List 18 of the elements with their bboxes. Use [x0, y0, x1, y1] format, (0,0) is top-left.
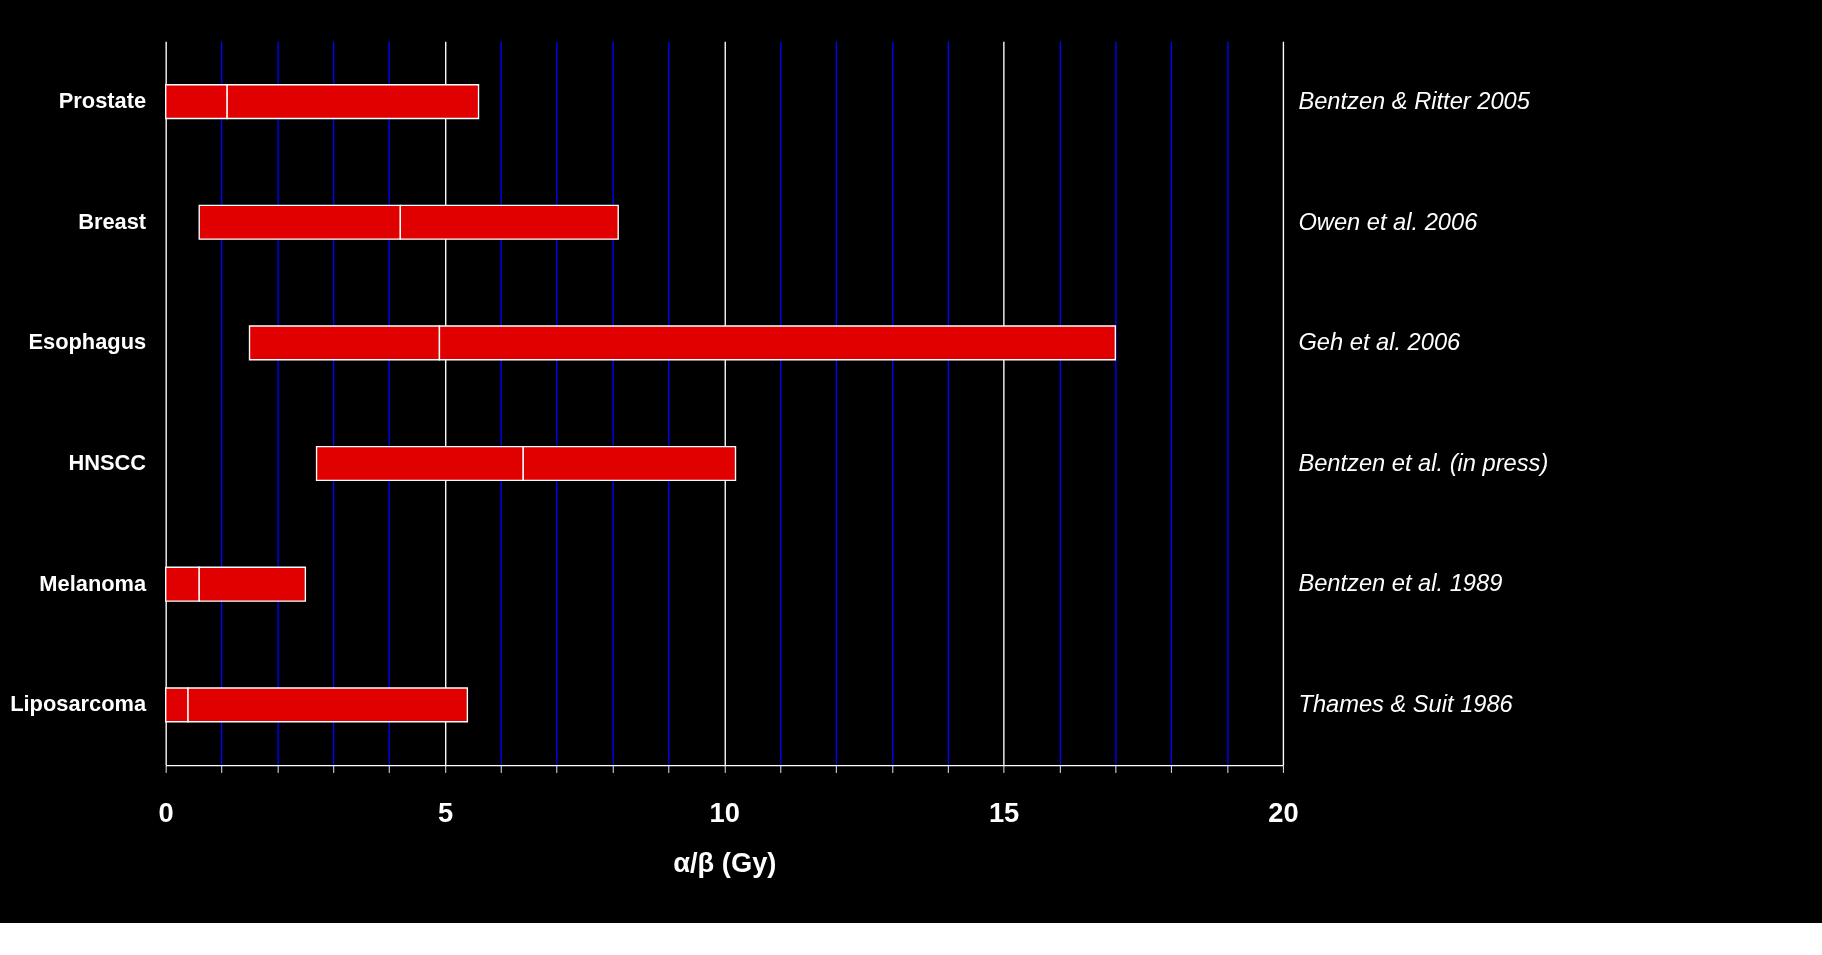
x-tick-label: 20 [1268, 797, 1299, 829]
text: Bentzen & Ritter 2005 [1298, 87, 1531, 114]
x-tick-label: 0 [158, 797, 174, 829]
text: Bentzen et al. (in press) [1298, 449, 1549, 476]
y-tick-label: Melanoma [39, 570, 147, 596]
x-tick-label: 15 [988, 797, 1020, 829]
y-tick-label: Breast [78, 208, 147, 234]
y-tick-label: HNSCC [68, 449, 147, 475]
x-axis-title: α/β (Gy) [673, 847, 777, 879]
x-tick-label: 10 [709, 797, 740, 829]
text: Owen et al. 2006 [1298, 208, 1479, 235]
y-tick-label: Liposarcoma [10, 691, 147, 717]
y-tick-label: Esophagus [28, 329, 147, 355]
y-tick-label: Prostate [58, 87, 147, 113]
text: Thames & Suit 1986 [1298, 691, 1514, 718]
text: Bentzen et al. 1989 [1298, 570, 1503, 597]
text: Geh et al. 2006 [1298, 329, 1462, 356]
x-tick-label: 5 [437, 797, 454, 829]
